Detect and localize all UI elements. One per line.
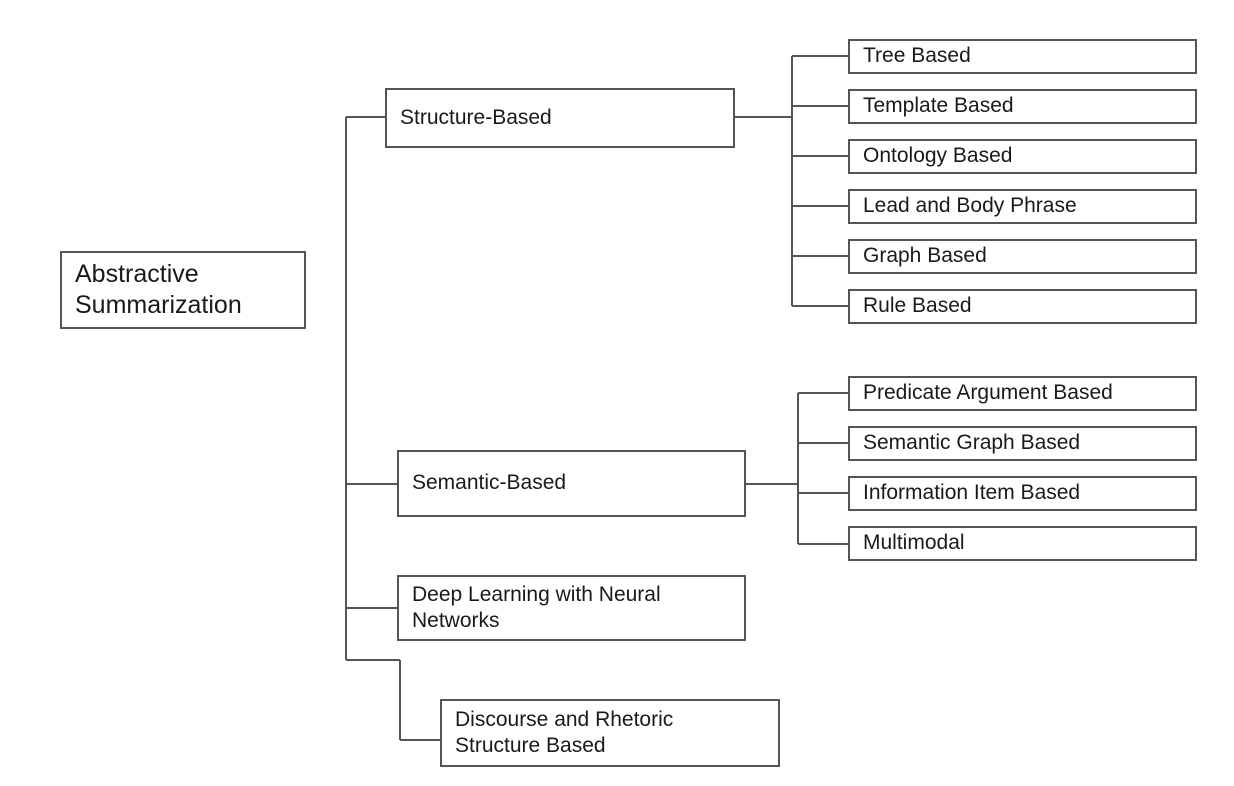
rule-based-node: Rule Based: [848, 289, 1197, 324]
root-node: Abstractive Summarization: [60, 251, 306, 329]
template-based-node: Template Based: [848, 89, 1197, 124]
graph-based-label: Graph Based: [863, 244, 987, 268]
root-label-line1: Abstractive: [75, 259, 199, 288]
structure-based-label: Structure-Based: [400, 105, 552, 129]
deep-learning-label-line2: Networks: [412, 609, 500, 632]
rule-based-label: Rule Based: [863, 294, 972, 318]
ontology-based-node: Ontology Based: [848, 139, 1197, 174]
information-item-node: Information Item Based: [848, 476, 1197, 511]
semantic-based-label: Semantic-Based: [412, 471, 567, 495]
predicate-argument-node: Predicate Argument Based: [848, 376, 1197, 411]
discourse-label-line2: Structure Based: [455, 734, 606, 757]
semantic-graph-node: Semantic Graph Based: [848, 426, 1197, 461]
information-item-label: Information Item Based: [863, 481, 1081, 505]
predicate-argument-label: Predicate Argument Based: [863, 381, 1113, 405]
lead-body-phrase-node: Lead and Body Phrase: [848, 189, 1197, 224]
semantic-graph-label: Semantic Graph Based: [863, 431, 1081, 455]
ontology-based-label: Ontology Based: [863, 144, 1013, 168]
discourse-label-line1: Discourse and Rhetoric: [455, 707, 674, 731]
lead-body-phrase-label: Lead and Body Phrase: [863, 194, 1077, 218]
root-label-line2: Summarization: [75, 291, 242, 319]
discourse-rhetoric-node: Discourse and Rhetoric Structure Based: [440, 699, 780, 767]
tree-based-node: Tree Based: [848, 39, 1197, 74]
multimodal-node: Multimodal: [848, 526, 1197, 561]
deep-learning-node: Deep Learning with Neural Networks: [397, 575, 746, 641]
tree-based-label: Tree Based: [863, 44, 971, 68]
semantic-based-node: Semantic-Based: [397, 450, 746, 517]
template-based-label: Template Based: [863, 94, 1014, 118]
multimodal-label: Multimodal: [863, 531, 965, 555]
graph-based-node: Graph Based: [848, 239, 1197, 274]
structure-based-node: Structure-Based: [385, 88, 735, 148]
deep-learning-label-line1: Deep Learning with Neural: [412, 582, 661, 606]
